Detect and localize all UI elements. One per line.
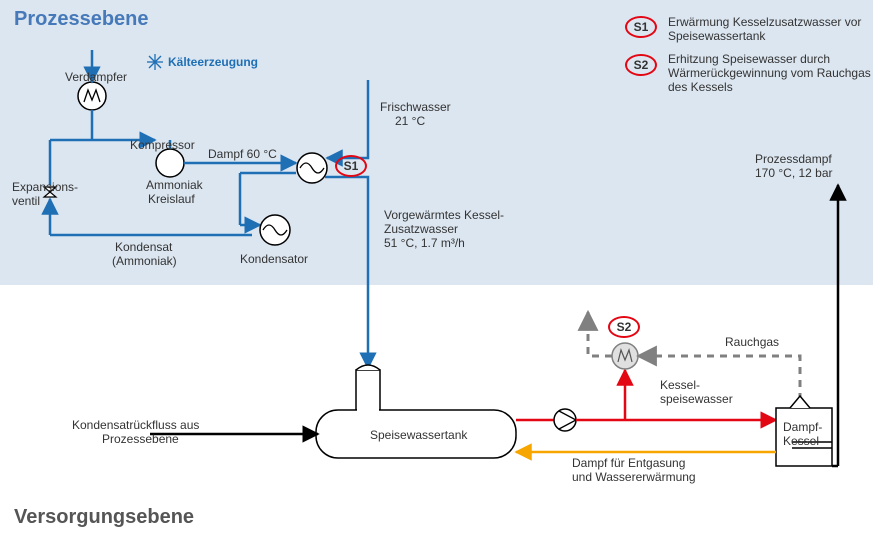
kondensatrueck-label1: Kondensatrückfluss aus [72,418,199,432]
entgasung-label2: und Wassererwärmung [572,470,696,484]
legend-s2-badge: S2 [625,54,657,76]
supply-level-title: Versorgungsebene [14,506,194,529]
legend-s2-text2: Wärmerückgewinnung vom Rauchgas [668,66,871,80]
kompressor-label: Kompressor [130,138,195,152]
s1-badge: S1 [335,155,367,177]
ammoniak-label1: Ammoniak [146,178,203,192]
rauchgas-label: Rauchgas [725,335,779,349]
legend-s2-text1: Erhitzung Speisewasser durch [668,52,830,66]
kesselspeise-label1: Kessel- [660,378,700,392]
prozessdampf-label1: Prozessdampf [755,152,832,166]
prozessdampf-label2: 170 °C, 12 bar [755,166,833,180]
vorgew-label3: 51 °C, 1.7 m³/h [384,236,465,250]
ammoniak-label2: Kreislauf [148,192,195,206]
frischwasser-label2: 21 °C [395,114,425,128]
legend-s1-badge: S1 [625,16,657,38]
kondensat-label1: Kondensat [115,240,172,254]
diagram-svg [0,0,873,541]
expansion-label2: ventil [12,194,40,208]
vorgew-label1: Vorgewärmtes Kessel- [384,208,504,222]
dampfkessel-label1: Dampf- [783,420,822,434]
legend-s1-text1: Erwärmung Kesselzusatzwasser vor [668,15,861,29]
expansion-label1: Expansions- [12,180,46,194]
speisewassertank-label: Speisewassertank [370,428,467,442]
legend-s2-text3: des Kessels [668,80,733,94]
verdampfer-label: Verdampfer [65,70,127,84]
legend-s1-text2: Speisewassertank [668,29,765,43]
frischwasser-label1: Frischwasser [380,100,451,114]
process-level-title: Prozessebene [14,8,149,31]
kondensat-label2: (Ammoniak) [112,254,177,268]
kaelte-label: Kälteerzeugung [168,55,258,69]
s2-badge: S2 [608,316,640,338]
vorgew-label2: Zusatzwasser [384,222,458,236]
kondensator-label: Kondensator [240,252,308,266]
kesselspeise-label2: speisewasser [660,392,733,406]
dampf60-label: Dampf 60 °C [208,147,277,161]
entgasung-label1: Dampf für Entgasung [572,456,685,470]
dampfkessel-label2: Kessel [783,434,819,448]
kondensatrueck-label2: Prozessebene [102,432,179,446]
